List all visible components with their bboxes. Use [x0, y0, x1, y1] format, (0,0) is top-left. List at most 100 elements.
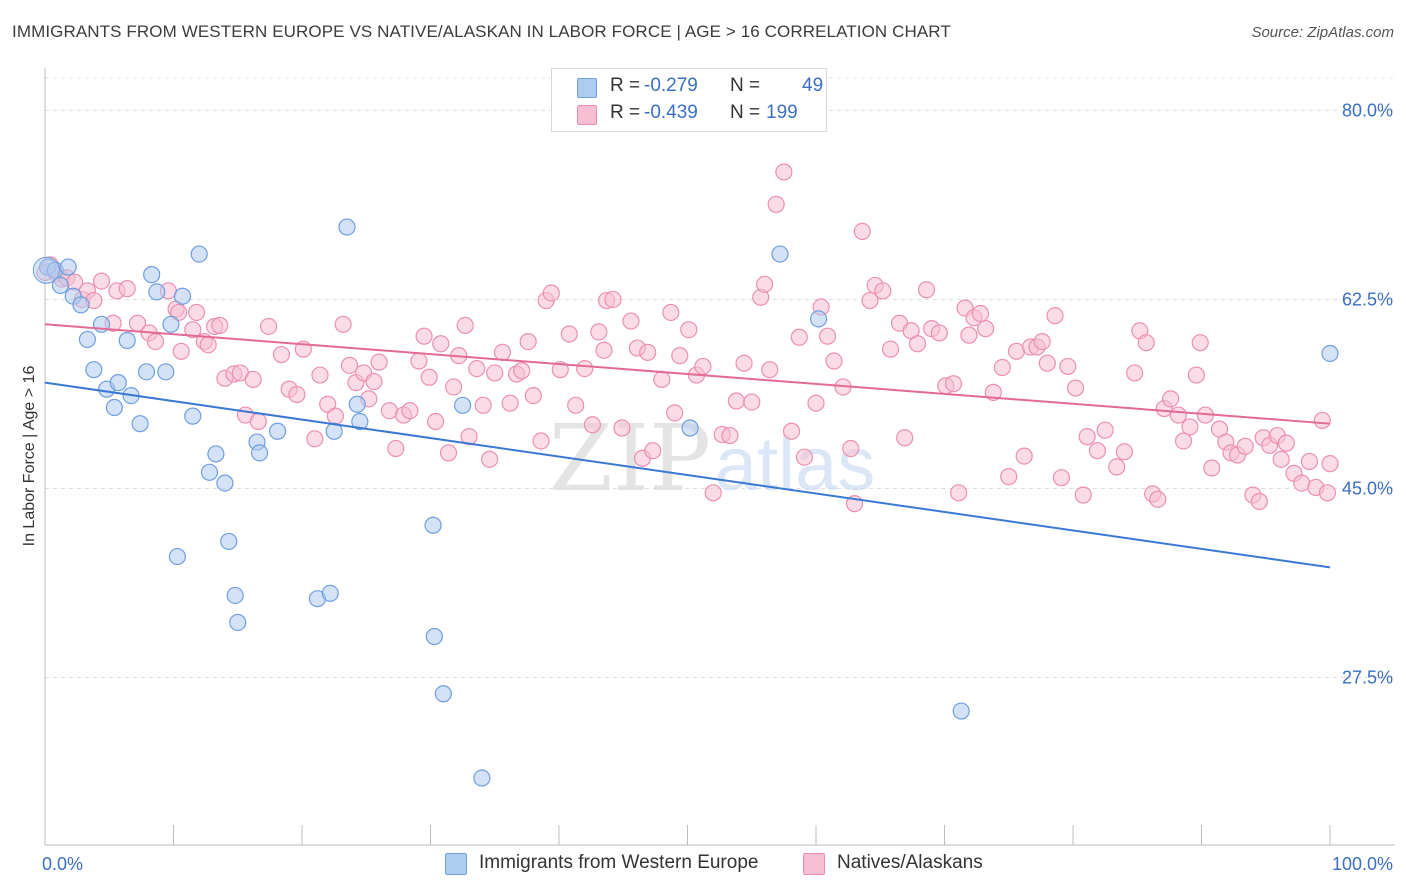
- natives-point: [365, 372, 383, 391]
- natives-point: [1115, 443, 1134, 461]
- trend-line-natives: [44, 323, 1331, 425]
- x-tick-label: 100.0%: [1332, 854, 1393, 874]
- natives-point: [427, 412, 445, 431]
- immigrants-point: [157, 363, 175, 381]
- immigrants-point: [207, 445, 225, 463]
- y-tick-label: 27.5%: [1342, 668, 1393, 688]
- natives-point: [960, 326, 978, 344]
- immigrants-point: [190, 245, 208, 263]
- natives-point: [1078, 428, 1096, 446]
- trend-line-immigrants: [44, 381, 1331, 569]
- natives-point: [590, 323, 608, 341]
- natives-point: [807, 394, 825, 412]
- immigrants-point: [952, 702, 970, 720]
- immigrants-point: [32, 256, 60, 284]
- natives-point: [380, 402, 398, 420]
- natives-point: [439, 444, 458, 462]
- axes: [44, 68, 1395, 846]
- natives-point: [917, 281, 936, 299]
- natives-point: [1236, 437, 1254, 455]
- natives-point: [481, 450, 499, 468]
- immigrants-point: [434, 685, 452, 703]
- immigrants-point: [85, 361, 103, 379]
- natives-point: [188, 303, 206, 322]
- natives-point: [818, 327, 837, 345]
- immigrants-point: [184, 407, 202, 425]
- natives-point: [172, 342, 190, 360]
- natives-point: [1169, 406, 1187, 424]
- natives-point: [501, 394, 519, 412]
- natives-point: [767, 195, 785, 213]
- immigrants-point: [118, 331, 136, 350]
- natives-point: [761, 361, 779, 379]
- x-tick-label: 0.0%: [42, 854, 83, 874]
- bottom-legend-swatch-immigrants: [445, 853, 467, 875]
- natives-point: [1108, 458, 1126, 476]
- immigrants-point: [51, 276, 70, 295]
- natives-point: [971, 304, 990, 323]
- natives-point: [1203, 459, 1221, 477]
- trend-lines: [44, 323, 1331, 569]
- natives-point: [662, 303, 680, 322]
- natives-point: [1000, 468, 1018, 486]
- immigrants-point: [109, 374, 127, 392]
- natives-point: [288, 385, 306, 404]
- legend-swatch-natives: [577, 105, 597, 125]
- natives-point: [993, 358, 1011, 377]
- natives-point: [930, 324, 948, 342]
- natives-point: [272, 345, 291, 364]
- immigrants-point: [105, 398, 123, 417]
- legend-r-label: R =: [610, 75, 641, 96]
- natives-point: [977, 320, 995, 338]
- natives-point: [896, 429, 914, 447]
- natives-point: [184, 321, 202, 339]
- immigrants-point: [1321, 344, 1339, 363]
- natives-point: [1174, 432, 1193, 450]
- natives-point: [244, 370, 262, 388]
- y-tick-label: 45.0%: [1342, 479, 1393, 499]
- immigrants-point: [809, 310, 828, 328]
- natives-point: [118, 280, 136, 298]
- natives-point: [825, 352, 843, 370]
- natives-point: [1066, 379, 1085, 397]
- natives-point: [743, 393, 761, 411]
- bottom-legend-label-natives: Natives/Alaskans: [837, 852, 983, 873]
- y-tick-label: 80.0%: [1342, 100, 1393, 120]
- natives-point: [532, 432, 550, 450]
- bottom-legend-swatch-natives: [803, 853, 825, 875]
- immigrants-point: [348, 395, 366, 413]
- legend-r-value: -0.279: [644, 75, 698, 96]
- natives-point: [334, 315, 352, 333]
- natives-point: [842, 439, 860, 458]
- natives-point: [370, 353, 388, 371]
- immigrants-point: [681, 419, 699, 437]
- immigrants-point: [268, 422, 287, 440]
- natives-point: [622, 312, 640, 330]
- natives-point: [311, 366, 329, 384]
- natives-point: [340, 356, 359, 374]
- natives-point: [853, 222, 871, 240]
- natives-point: [680, 321, 698, 339]
- immigrants-point: [321, 584, 339, 602]
- natives-point: [1149, 490, 1167, 508]
- natives-point: [486, 364, 504, 382]
- natives-point: [755, 275, 774, 293]
- natives-point: [671, 347, 689, 365]
- natives-point: [445, 378, 463, 396]
- natives-point: [944, 375, 963, 393]
- natives-point: [1137, 334, 1155, 352]
- series-natives-points: [36, 163, 1339, 513]
- legend-swatch-immigrants: [577, 78, 597, 98]
- natives-point: [1300, 452, 1319, 471]
- natives-point: [694, 357, 712, 376]
- natives-point: [567, 396, 585, 414]
- stats-legend: R = -0.279 N = 49 R = -0.439 N = 199: [551, 68, 827, 132]
- natives-point: [306, 430, 324, 448]
- natives-point: [1293, 474, 1311, 492]
- immigrants-point: [59, 258, 77, 276]
- natives-point: [1181, 418, 1199, 436]
- natives-point: [92, 272, 111, 290]
- natives-point: [542, 284, 560, 302]
- natives-point: [1250, 492, 1268, 511]
